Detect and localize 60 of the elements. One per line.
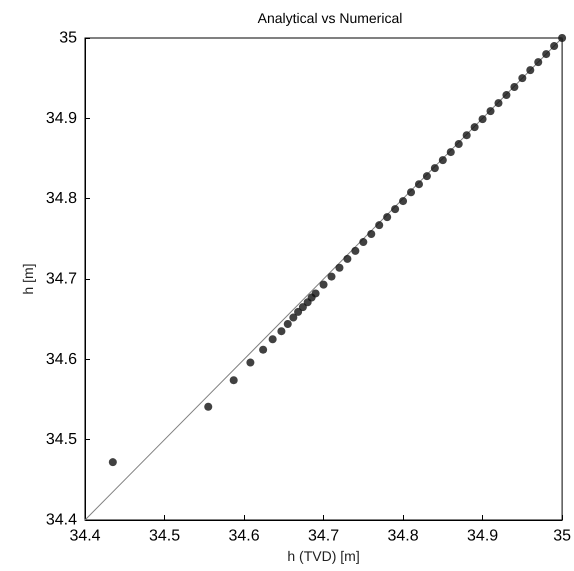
point (246, 358, 254, 367)
point (478, 115, 487, 124)
point (259, 346, 268, 354)
point (320, 280, 328, 289)
point (542, 50, 550, 58)
point (399, 197, 408, 206)
point (335, 264, 344, 272)
point (486, 107, 495, 116)
point (277, 327, 286, 336)
x-tick-label: 34.4 (69, 528, 101, 544)
point (351, 246, 360, 255)
point (343, 254, 352, 263)
point (294, 308, 302, 316)
point (502, 91, 510, 100)
point (298, 303, 307, 312)
x-tick-label: 35 (553, 528, 572, 544)
point (422, 172, 431, 180)
point (526, 66, 534, 74)
point (430, 164, 439, 172)
point (470, 123, 479, 132)
point (407, 188, 416, 196)
x-axis-title: h (TVD) [m] (287, 548, 360, 564)
point (359, 238, 368, 246)
x-tick-label: 34.7 (308, 528, 340, 544)
point (510, 83, 518, 91)
y-tick-label: 34.7 (46, 270, 78, 288)
y-tick-label: 34.4 (46, 512, 78, 528)
y-tick-label: 34.8 (46, 190, 78, 208)
point (462, 131, 471, 140)
point (534, 58, 542, 66)
point (454, 140, 463, 148)
point (204, 402, 212, 411)
point (367, 230, 376, 238)
point (494, 99, 502, 108)
point (268, 335, 277, 344)
point (289, 314, 298, 322)
y-tick-label: 34.9 (46, 110, 78, 127)
point (438, 156, 447, 164)
x-tick-label: 34.8 (387, 528, 419, 544)
x-tick-label: 34.9 (467, 528, 498, 544)
y-tick-label: 35 (59, 30, 78, 46)
point (375, 221, 384, 230)
point (550, 42, 558, 50)
y-axis-title: h [m] (20, 263, 36, 295)
point (328, 272, 336, 281)
x-tick-label: 34.5 (148, 528, 180, 544)
chart-title: Analytical vs Numerical (258, 10, 402, 26)
point (414, 180, 423, 188)
point (518, 74, 526, 82)
point (391, 205, 400, 214)
x-tick-label: 34.6 (228, 528, 260, 544)
point (108, 458, 117, 466)
point (558, 34, 566, 42)
point (230, 376, 238, 384)
y-tick-label: 34.6 (46, 350, 78, 368)
point (312, 289, 320, 298)
point (383, 213, 392, 222)
y-tick-label: 34.5 (46, 431, 78, 448)
point (284, 320, 292, 328)
point (446, 148, 455, 156)
